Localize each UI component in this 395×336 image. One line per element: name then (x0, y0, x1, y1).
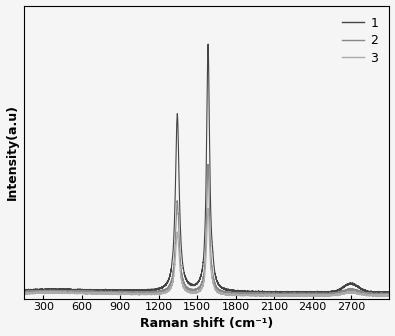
3 (44, 291, 49, 295)
Line: 2: 2 (24, 164, 395, 295)
1 (206, 42, 211, 46)
3 (95, 291, 100, 295)
2 (206, 162, 211, 166)
3 (374, 294, 378, 298)
3 (393, 293, 395, 297)
3 (203, 259, 208, 263)
1 (374, 290, 378, 294)
1 (95, 288, 100, 292)
1 (22, 288, 26, 292)
2 (95, 289, 100, 293)
Legend: 1, 2, 3: 1, 2, 3 (337, 12, 383, 70)
2 (298, 293, 303, 297)
2 (22, 289, 26, 293)
3 (22, 291, 26, 295)
Line: 3: 3 (24, 208, 395, 297)
2 (393, 292, 395, 296)
1 (23, 288, 28, 292)
Y-axis label: Intensity(a.u): Intensity(a.u) (6, 104, 19, 200)
2 (37, 289, 42, 293)
X-axis label: Raman shift (cm⁻¹): Raman shift (cm⁻¹) (140, 318, 273, 330)
2 (23, 290, 28, 294)
2 (44, 289, 49, 293)
1 (393, 290, 395, 294)
3 (206, 206, 211, 210)
1 (385, 292, 389, 296)
1 (37, 288, 42, 292)
1 (203, 191, 208, 195)
2 (203, 241, 208, 245)
1 (44, 288, 49, 292)
Line: 1: 1 (24, 44, 395, 294)
3 (23, 292, 28, 296)
3 (277, 295, 282, 299)
2 (374, 292, 378, 296)
3 (37, 291, 42, 295)
